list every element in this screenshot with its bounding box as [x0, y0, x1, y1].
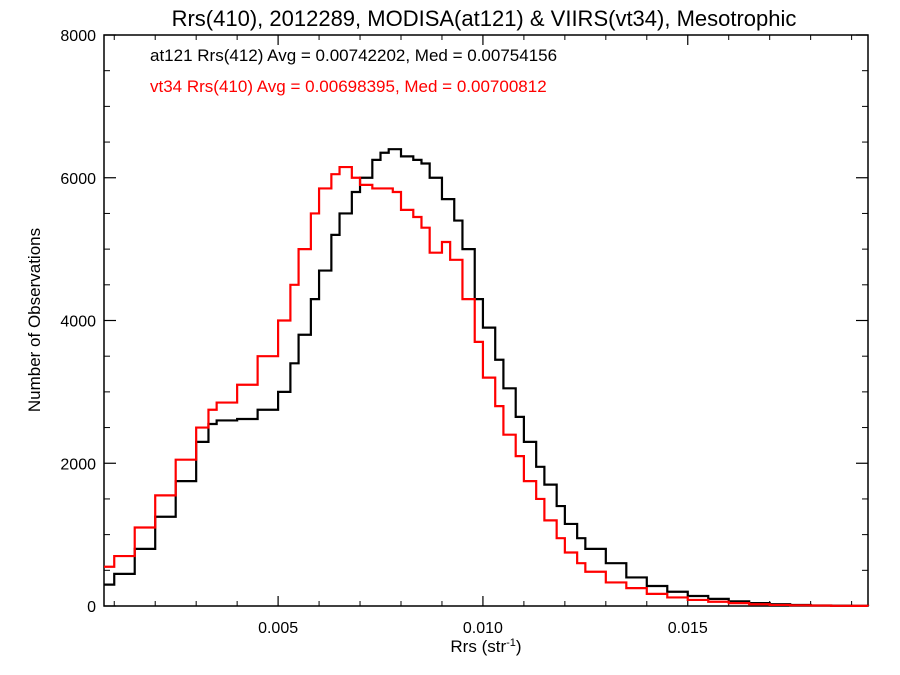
- x-axis-label-close: ): [516, 637, 522, 656]
- plot-frame: [103, 34, 869, 607]
- x-axis-label: Rrs (str-1): [450, 637, 521, 656]
- annotation-vt34-stats: vt34 Rrs(410) Avg = 0.00698395, Med = 0.…: [150, 77, 547, 96]
- axis-tick-labels: 0.005 0.010 0.015 0 2000 4000 6000 8000: [60, 28, 707, 637]
- chart-title: Rrs(410), 2012289, MODISA(at121) & VIIRS…: [172, 6, 797, 31]
- y-tick-label: 6000: [60, 171, 96, 188]
- x-tick-label: 0.015: [668, 620, 708, 637]
- series-line-vt34: [104, 165, 870, 607]
- y-tick-label: 8000: [60, 28, 96, 45]
- series-layer: [104, 148, 870, 607]
- series-line-at121: [104, 148, 870, 607]
- y-axis-label: Number of Observations: [25, 228, 44, 412]
- y-tick-label: 2000: [60, 456, 96, 473]
- x-tick-label: 0.005: [258, 620, 298, 637]
- y-tick-label: 0: [87, 599, 96, 616]
- x-axis-label-superscript: -1: [506, 637, 516, 649]
- axis-ticks: [104, 34, 868, 607]
- x-axis-label-main: Rrs (str: [450, 637, 506, 656]
- annotation-at121-stats: at121 Rrs(412) Avg = 0.00742202, Med = 0…: [150, 46, 557, 65]
- y-tick-label: 4000: [60, 314, 96, 331]
- x-tick-label: 0.010: [463, 620, 503, 637]
